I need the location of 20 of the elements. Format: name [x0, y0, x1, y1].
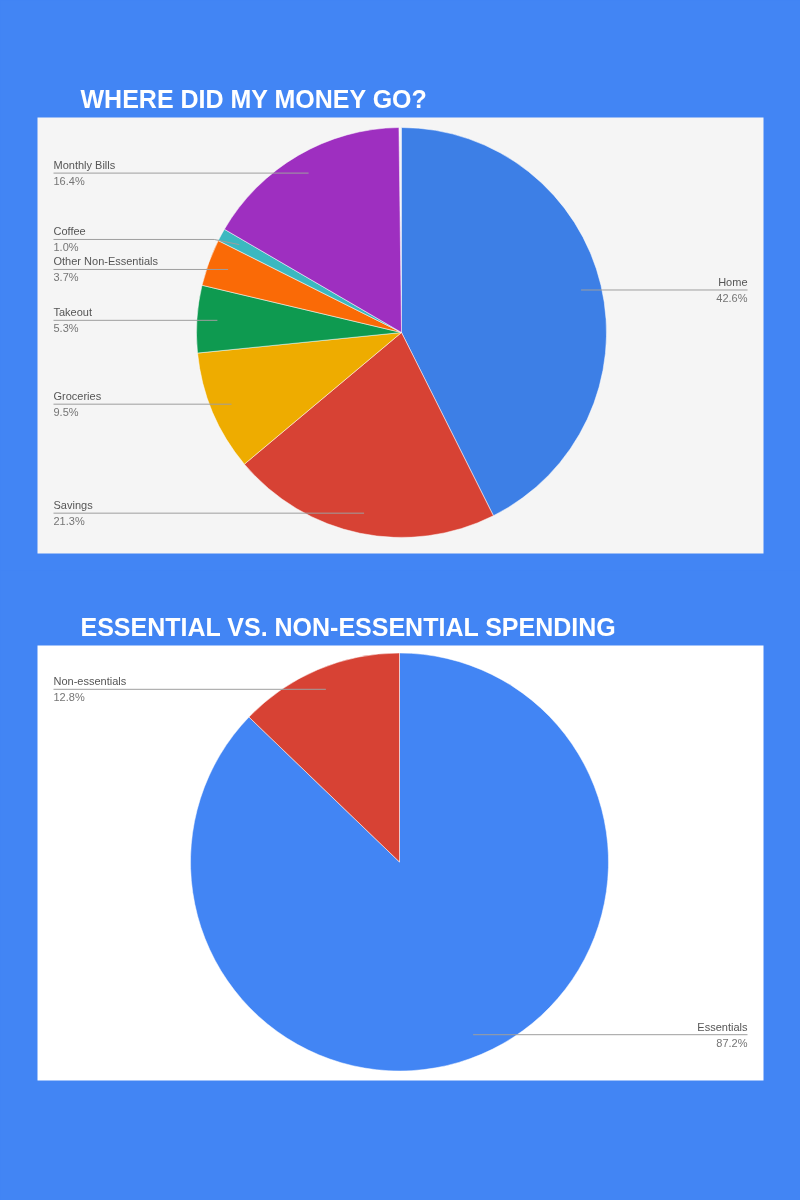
data-label: 16.4%	[53, 175, 85, 188]
slice-label: Coffee	[53, 225, 86, 238]
slice-label: Takeout	[53, 306, 93, 319]
slice-label: Groceries	[53, 390, 102, 403]
slice-label: Other Non-Essentials	[53, 255, 159, 268]
data-label: 12.8%	[53, 691, 85, 704]
slice-label: Non-essentials	[53, 675, 127, 688]
data-label: 5.3%	[53, 322, 79, 335]
slice-label: Savings	[53, 499, 94, 512]
slice-label: Home	[718, 275, 748, 288]
data-label: 3.7%	[53, 271, 79, 284]
data-label: 1.0%	[53, 241, 79, 254]
slice-label: Essentials	[697, 1020, 748, 1033]
chart-title: WHERE DID MY MONEY GO?	[80, 84, 427, 113]
data-label: 42.6%	[716, 291, 748, 304]
slice-label: Monthly Bills	[53, 159, 116, 172]
chart-title: ESSENTIAL VS. NON-ESSENTIAL SPENDING	[80, 612, 616, 641]
data-label: 21.3%	[53, 515, 85, 528]
data-label: 87.2%	[716, 1036, 748, 1049]
data-label: 9.5%	[53, 406, 79, 419]
